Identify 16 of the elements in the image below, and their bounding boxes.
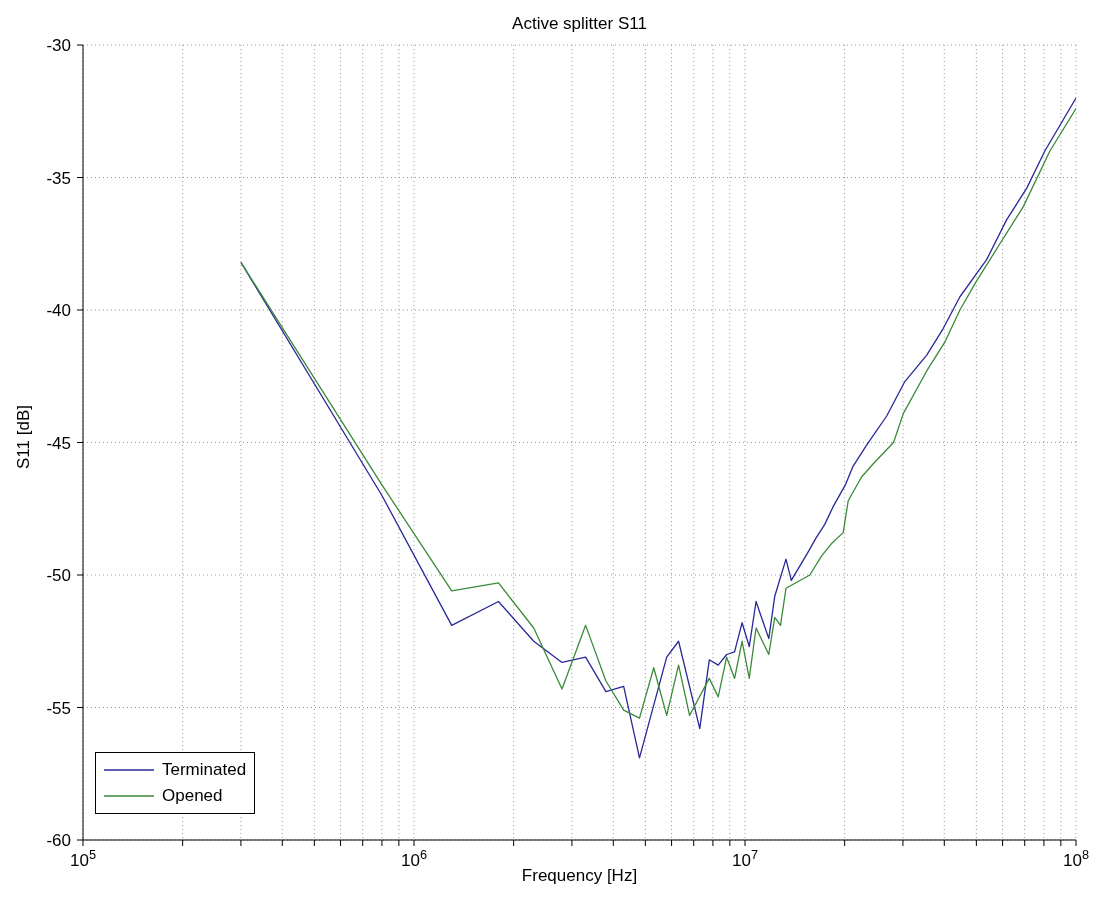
legend-label: Opened xyxy=(162,786,223,806)
chart-title: Active splitter S11 xyxy=(511,14,648,34)
x-axis-title: Frequency [Hz] xyxy=(521,866,638,885)
legend-label: Terminated xyxy=(162,760,247,780)
y-tick-label: -60 xyxy=(46,831,71,850)
x-tick-label: 10$^{5}$ xyxy=(69,846,97,870)
x-tick-label: 10$^{8}$ xyxy=(1062,846,1090,870)
x-tick-label: 10$^{6}$ xyxy=(400,846,428,870)
y-axis-title: S11 [dB] xyxy=(14,404,34,469)
y-tick-label: -40 xyxy=(46,301,71,320)
y-tick-label: -45 xyxy=(46,433,71,453)
y-tick-label: -50 xyxy=(46,566,71,585)
y-tick-label: -55 xyxy=(46,698,71,718)
y-tick-label: -35 xyxy=(46,168,71,188)
y-tick-label: -30 xyxy=(46,36,71,55)
x-tick-label: 10$^{7}$ xyxy=(731,846,759,870)
